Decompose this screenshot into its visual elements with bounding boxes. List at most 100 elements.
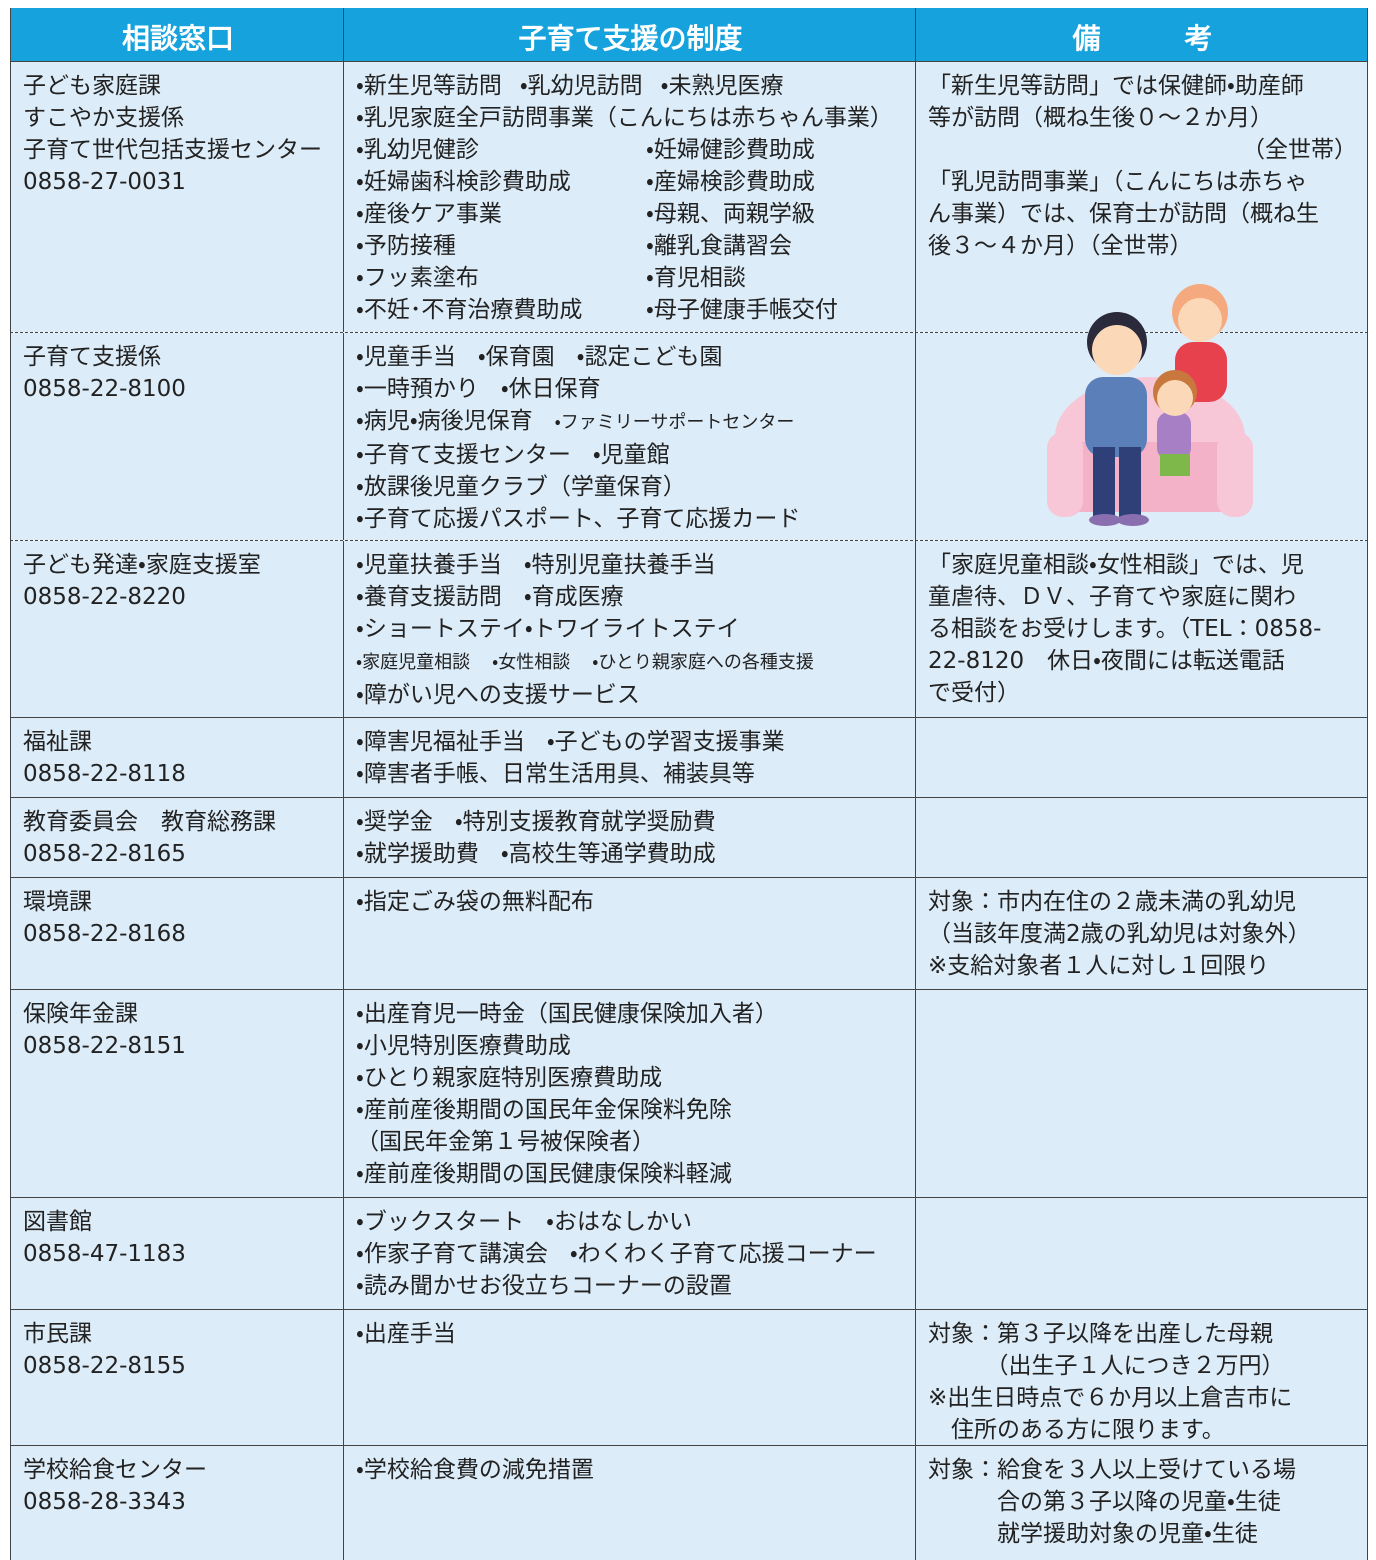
- office-cell: 学校給食センター 0858-28-3343: [10, 1446, 343, 1560]
- service-item: ・学校給食費の減免措置: [356, 1457, 594, 1483]
- service-item: ・未熟児医療: [660, 73, 784, 99]
- office-line: 0858-22-8155: [23, 1353, 186, 1379]
- service-item: ・児童扶養手当: [356, 552, 502, 578]
- service-item: ・障がい児への支援サービス: [356, 682, 640, 708]
- office-line: 環境課: [23, 889, 92, 915]
- service-item: ・離乳食講習会: [646, 233, 792, 259]
- notes-cell: [915, 1198, 1368, 1309]
- notes-cell: 対象：第３子以降を出産した母親 （出生子１人につき２万円） ※出生日時点で６か月以…: [915, 1310, 1368, 1445]
- service-item: ・フッ素塗布: [356, 265, 479, 291]
- service-line: ・小児特別医療費助成: [356, 1030, 905, 1062]
- service-item: ・乳幼児訪問: [519, 73, 643, 99]
- office-line: 子育て世代包括支援センター: [23, 137, 322, 163]
- service-line: ・妊婦歯科検診費助成 ・産婦検診費助成: [356, 166, 905, 198]
- office-line: 学校給食センター: [23, 1457, 207, 1483]
- office-line: 0858-28-3343: [23, 1489, 186, 1515]
- table-row: 環境課 0858-22-8168 ・指定ごみ袋の無料配布 対象：市内在住の２歳未満の乳…: [10, 878, 1368, 990]
- office-line: 0858-22-8118: [23, 761, 186, 787]
- service-line: ・産前産後期間の国民健康保険料軽減: [356, 1158, 905, 1190]
- office-cell: 図書館 0858-47-1183: [10, 1198, 343, 1309]
- office-line: 市民課: [23, 1321, 92, 1347]
- note-line: る相談をお受けします。（TEL：0858-: [928, 616, 1322, 642]
- service-line: ・児童扶養手当 ・特別児童扶養手当: [356, 549, 905, 581]
- office-cell: 子育て支援係 0858-22-8100: [10, 333, 343, 540]
- notes-cell: 「新生児等訪問」では保健師・助産師 等が訪問（概ね生後０～２か月） （全世帯） 「乳児…: [915, 62, 1368, 332]
- service-item: ・ショートステイ・トワイライトステイ: [356, 616, 740, 642]
- service-item: ・乳幼児健診: [356, 137, 479, 163]
- note-line: ※出生日時点で６か月以上倉吉市に: [928, 1385, 1293, 1411]
- service-line: ・障害者手帳、日常生活用具、補装具等: [356, 758, 905, 790]
- services-cell: ・児童手当 ・保育園 ・認定こども園 ・一時預かり ・休日保育 ・病児・病後児保育 ・ファミ…: [343, 333, 915, 540]
- table-row: 子育て支援係 0858-22-8100 ・児童手当 ・保育園 ・認定こども園・一時預かり…: [10, 333, 1368, 541]
- table-row: 図書館 0858-47-1183 ・ブックスタート ・おはなしかい ・作家子育て講演会・…: [10, 1198, 1368, 1310]
- service-item: ・子どもの学習支援事業: [546, 729, 785, 755]
- service-line: ・養育支援訪問 ・育成医療: [356, 581, 905, 613]
- header-cell: 子育て支援の制度: [343, 8, 915, 61]
- service-item: ・病児・病後児保育: [356, 408, 533, 434]
- service-line: ・乳幼児健診 ・妊婦健診費助成: [356, 134, 905, 166]
- service-item: ・産婦検診費助成: [646, 169, 815, 195]
- office-line: 0858-22-8168: [23, 921, 186, 947]
- mother-face: [1178, 298, 1222, 342]
- father-face: [1092, 325, 1142, 375]
- child-face: [1157, 380, 1193, 416]
- service-line: ・児童手当 ・保育園 ・認定こども園: [356, 341, 905, 373]
- service-line: ・新生児等訪問 ・乳幼児訪問 ・未熟児医療: [356, 70, 905, 102]
- service-line: ・障がい児への支援サービス: [356, 679, 905, 711]
- service-line: ・産前産後期間の国民年金保険料免除: [356, 1094, 905, 1126]
- service-item: ・わくわく子育て応援コーナー: [569, 1241, 877, 1267]
- note-line: ※支給対象者１人に対し１回限り: [928, 953, 1270, 979]
- service-item: ・産前産後期間の国民健康保険料軽減: [356, 1161, 732, 1187]
- service-item: ・小児特別医療費助成: [356, 1033, 571, 1059]
- service-item: ・一時預かり: [356, 376, 479, 402]
- services-cell: ・児童扶養手当 ・特別児童扶養手当 ・養育支援訪問 ・育成医療・ショートステイ・トワイ…: [343, 541, 915, 717]
- father-leg: [1119, 447, 1141, 517]
- services-cell: ・指定ごみ袋の無料配布: [343, 878, 915, 989]
- service-item: ・ブックスタート: [356, 1209, 525, 1235]
- service-item: ・育児相談: [646, 265, 746, 291]
- office-line: 子ども家庭課: [23, 73, 161, 99]
- service-line: ・出産手当: [356, 1318, 905, 1350]
- service-line: ・乳児家庭全戸訪問事業（こんにちは赤ちゃん事業）: [356, 102, 905, 134]
- office-line: 教育委員会 教育総務課: [23, 809, 276, 835]
- note-line: 等が訪問（概ね生後０～２か月）: [928, 105, 1273, 131]
- note-line: 22-8120 休日・夜間には転送電話: [928, 648, 1285, 674]
- service-line: ・読み聞かせお役立ちコーナーの設置: [356, 1270, 905, 1302]
- service-item: ・不妊･不育治療費助成: [356, 297, 583, 323]
- service-line: （国民年金第１号被保険者）: [356, 1126, 905, 1158]
- service-item: ・ひとり親家庭への各種支援: [592, 652, 814, 673]
- office-line: 子育て支援係: [23, 344, 161, 370]
- service-line: ・障害児福祉手当 ・子どもの学習支援事業: [356, 726, 905, 758]
- note-line: 住所のある方に限ります。: [928, 1417, 1225, 1443]
- note-line: 対象：市内在住の２歳未満の乳幼児: [928, 889, 1296, 915]
- service-item: ・妊婦健診費助成: [646, 137, 815, 163]
- father-shoe: [1089, 514, 1121, 526]
- service-item: ・放課後児童クラブ（学童保育）: [356, 474, 686, 500]
- service-item: ・女性相談: [492, 652, 571, 673]
- service-item: ・妊婦歯科検診費助成: [356, 169, 571, 195]
- service-line: ・産後ケア事業 ・母親、両親学級: [356, 198, 905, 230]
- service-item: ・産後ケア事業: [356, 201, 502, 227]
- table-row: 保険年金課 0858-22-8151 ・出産育児一時金（国民健康保険加入者） ・小児特…: [10, 990, 1368, 1198]
- office-line: 子ども発達・家庭支援室: [23, 552, 261, 578]
- service-line: ・就学援助費 ・高校生等通学費助成: [356, 838, 905, 870]
- notes-cell: 対象：給食を３人以上受けている場 合の第３子以降の児童・生徒 就学援助対象の児童…: [915, 1446, 1368, 1560]
- table-row: 教育委員会 教育総務課 0858-22-8165 ・奨学金 ・特別支援教育就学奨励費・…: [10, 798, 1368, 878]
- notes-cell: [915, 718, 1368, 797]
- father-shoe: [1117, 514, 1149, 526]
- service-line: ・病児・病後児保育 ・ファミリーサポートセンター: [356, 405, 905, 439]
- service-item: ・児童手当: [356, 344, 456, 370]
- table-row: 福祉課 0858-22-8118 ・障害児福祉手当 ・子どもの学習支援事業・障害者手帳…: [10, 718, 1368, 798]
- services-cell: ・奨学金 ・特別支援教育就学奨励費 ・就学援助費 ・高校生等通学費助成: [343, 798, 915, 877]
- service-item: ・障害者手帳、日常生活用具、補装具等: [356, 761, 755, 787]
- service-line: ・放課後児童クラブ（学童保育）: [356, 471, 905, 503]
- office-cell: 福祉課 0858-22-8118: [10, 718, 343, 797]
- services-cell: ・ブックスタート ・おはなしかい ・作家子育て講演会 ・わくわく子育て応援コーナー ・読…: [343, 1198, 915, 1309]
- notes-cell: 「家庭児童相談・女性相談」では、児 童虐待、ＤＶ、子育てや家庭に関わ る相談をお受け…: [915, 541, 1368, 717]
- office-line: 図書館: [23, 1209, 92, 1235]
- service-item: ・特別支援教育就学奨励費: [454, 809, 716, 835]
- note-line: 対象：第３子以降を出産した母親: [928, 1321, 1273, 1347]
- office-line: すこやか支援係: [23, 105, 184, 131]
- service-item: ・高校生等通学費助成: [500, 841, 716, 867]
